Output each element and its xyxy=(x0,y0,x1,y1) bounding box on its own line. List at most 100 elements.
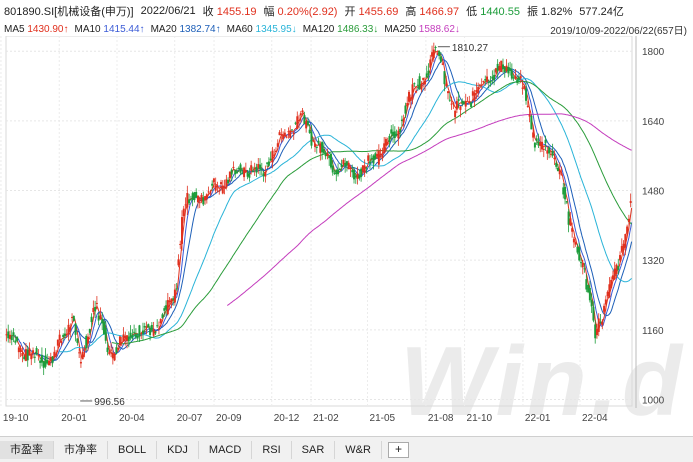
tab-4[interactable]: MACD xyxy=(199,440,253,459)
candle-body xyxy=(294,122,297,124)
candle-body xyxy=(381,154,384,159)
candle-body xyxy=(578,247,581,261)
candle-body xyxy=(601,321,604,326)
wind-watermark: Win.d xyxy=(400,326,686,436)
candle-body xyxy=(271,150,274,163)
tab-1[interactable]: 市净率 xyxy=(54,440,108,459)
candle-body xyxy=(624,234,627,248)
candle-body xyxy=(422,77,425,80)
candle-body xyxy=(127,336,130,342)
candle-body xyxy=(317,140,320,144)
candle-body xyxy=(88,328,91,333)
candle-body xyxy=(274,150,277,153)
candle-body xyxy=(337,169,340,175)
candle-body xyxy=(368,161,371,164)
candle-body xyxy=(494,68,497,73)
candle-body xyxy=(8,334,11,339)
candle-body xyxy=(157,328,160,330)
candle-body xyxy=(282,134,285,140)
ma-legend-item: MA20 1382.74↑ xyxy=(150,23,221,35)
candle-body xyxy=(62,334,65,338)
candle-body xyxy=(372,155,375,164)
candle-body xyxy=(257,164,260,168)
candle-body xyxy=(141,330,144,334)
candle-body xyxy=(416,84,419,86)
candle-body xyxy=(205,194,208,199)
candle-body xyxy=(461,100,464,104)
candle-body xyxy=(448,99,451,101)
candle-body xyxy=(473,92,476,101)
candle-body xyxy=(627,218,630,223)
candle-body xyxy=(150,324,153,331)
candle-body xyxy=(200,194,203,202)
candle-body xyxy=(97,315,100,321)
candle-body xyxy=(360,168,363,178)
candle-body xyxy=(331,165,334,173)
candle-body xyxy=(115,347,118,354)
candle-body xyxy=(39,360,42,363)
tab-7[interactable]: W&R xyxy=(335,440,382,459)
candle-body xyxy=(477,87,480,93)
candle-body xyxy=(351,170,354,173)
candle-body xyxy=(590,300,593,307)
candle-body xyxy=(287,131,290,133)
x-axis: 19-10 20-01 20-04 20-07 20-09 20-12 21-02 21-05… xyxy=(3,413,608,424)
candle-body xyxy=(599,321,602,324)
tab-5[interactable]: RSI xyxy=(252,440,292,459)
candle-body xyxy=(314,143,317,147)
candle-body xyxy=(85,335,88,349)
price-chart[interactable]: 1810.27 996.56 1000 1160 1320 1480 1640 1800 1… xyxy=(0,36,693,436)
candle-body xyxy=(413,83,416,85)
tab-6[interactable]: SAR xyxy=(292,440,336,459)
candle-body xyxy=(431,52,434,57)
candle-body xyxy=(434,46,437,48)
candle-body xyxy=(491,76,494,79)
candle-body xyxy=(551,150,554,156)
candle-body xyxy=(539,142,542,146)
candle-body xyxy=(397,130,400,139)
candle-body xyxy=(248,173,251,178)
candle-body xyxy=(521,87,524,89)
candle-body xyxy=(445,83,448,87)
candle-body xyxy=(361,165,364,172)
candle-body xyxy=(19,348,22,352)
candle-body xyxy=(147,324,150,328)
ma-10-line xyxy=(14,52,633,364)
candle-body xyxy=(244,170,247,172)
candle-body xyxy=(179,243,182,245)
candle-body xyxy=(606,291,609,297)
candle-body xyxy=(478,84,481,86)
candle-body xyxy=(484,79,487,81)
x-tick-label: 21-02 xyxy=(313,413,339,424)
candle-body xyxy=(429,59,432,68)
candle-body xyxy=(572,238,575,243)
candle-body xyxy=(196,195,199,203)
candle-body xyxy=(110,349,113,351)
tab-0[interactable]: 市盈率 xyxy=(0,440,54,459)
candle-body xyxy=(386,141,389,145)
candle-body xyxy=(345,161,348,166)
candle-body xyxy=(528,114,531,117)
candle-body xyxy=(168,300,171,303)
candle-body xyxy=(425,73,428,78)
candle-body xyxy=(166,300,169,315)
candle-body xyxy=(379,150,382,152)
candle-body xyxy=(16,336,19,341)
candle-body xyxy=(338,168,341,171)
grid xyxy=(0,36,637,408)
candle-body xyxy=(457,99,460,101)
x-tick-label: 21-08 xyxy=(428,413,454,424)
index-code: 801890.SI[机械设备(申万)] xyxy=(4,6,134,18)
candle-body xyxy=(376,154,379,157)
candle-body xyxy=(53,351,56,358)
candle-body xyxy=(390,129,393,134)
y-tick-label: 1320 xyxy=(642,256,665,267)
tab-2[interactable]: BOLL xyxy=(108,440,158,459)
candle-body xyxy=(156,325,159,327)
candle-body xyxy=(198,202,201,204)
tab-8[interactable]: + xyxy=(387,441,409,458)
candle-body xyxy=(326,153,329,156)
tab-3[interactable]: KDJ xyxy=(157,440,199,459)
candle-body xyxy=(10,336,13,341)
candle-body xyxy=(267,161,270,166)
